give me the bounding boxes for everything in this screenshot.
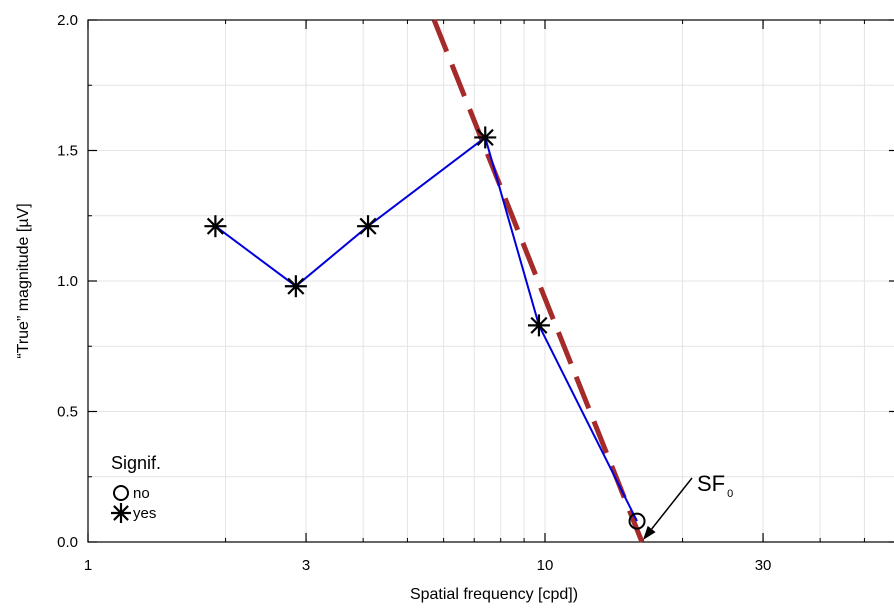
y-tick-label: 0.5 bbox=[57, 404, 78, 421]
data-point-significant-stroke bbox=[530, 316, 548, 334]
legend-title: Signif. bbox=[111, 453, 161, 473]
legend-asterisk bbox=[111, 503, 131, 523]
x-tick-label: 3 bbox=[302, 557, 310, 574]
data-point-significant-stroke bbox=[287, 277, 305, 295]
grid-layer bbox=[87, 19, 894, 543]
data-point-significant-stroke bbox=[359, 217, 377, 235]
data-point-significant bbox=[357, 215, 380, 238]
y-tick-label: 1.0 bbox=[57, 273, 78, 290]
y-tick-label: 0.0 bbox=[57, 534, 78, 551]
series-line bbox=[214, 135, 638, 522]
x-axis-title: Spatial frequency [cpd]) bbox=[410, 586, 578, 603]
legend-marker-no bbox=[113, 485, 129, 501]
axis-layer: 1 3 10 30 0.0 0.5 1.0 1.5 2.0 bbox=[57, 12, 894, 574]
sf0-annotation: SF 0 bbox=[642, 471, 733, 540]
legend-label-yes: yes bbox=[133, 505, 156, 522]
y-tick-label: 2.0 bbox=[57, 12, 78, 29]
data-point-significant bbox=[527, 314, 550, 337]
y-tick-label: 1.5 bbox=[57, 143, 78, 160]
x-tick-label: 1 bbox=[84, 557, 92, 574]
legend-marker-yes bbox=[111, 503, 131, 523]
x-tick-label: 30 bbox=[755, 557, 772, 574]
sf0-label: SF 0 bbox=[697, 471, 733, 500]
data-point-significant bbox=[474, 126, 497, 149]
sf0-arrow bbox=[651, 477, 693, 530]
sf0-arrow-head bbox=[642, 525, 656, 540]
sf0-text: SF bbox=[697, 471, 725, 496]
x-tick-label: 10 bbox=[537, 557, 554, 574]
data-point-significant-stroke bbox=[206, 217, 224, 235]
y-axis-title: “True” magnitude [µV] bbox=[15, 203, 32, 358]
data-point-significant-stroke bbox=[476, 128, 494, 147]
data-point-nonsignificant bbox=[628, 512, 646, 530]
legend-asterisk-stroke bbox=[113, 505, 129, 521]
series-layer bbox=[204, 126, 646, 530]
sf0-subscript: 0 bbox=[727, 488, 733, 500]
legend: Signif. no yes bbox=[111, 453, 161, 523]
legend-label-no: no bbox=[133, 485, 150, 502]
data-point-significant bbox=[284, 275, 307, 298]
data-point-significant bbox=[204, 215, 227, 238]
